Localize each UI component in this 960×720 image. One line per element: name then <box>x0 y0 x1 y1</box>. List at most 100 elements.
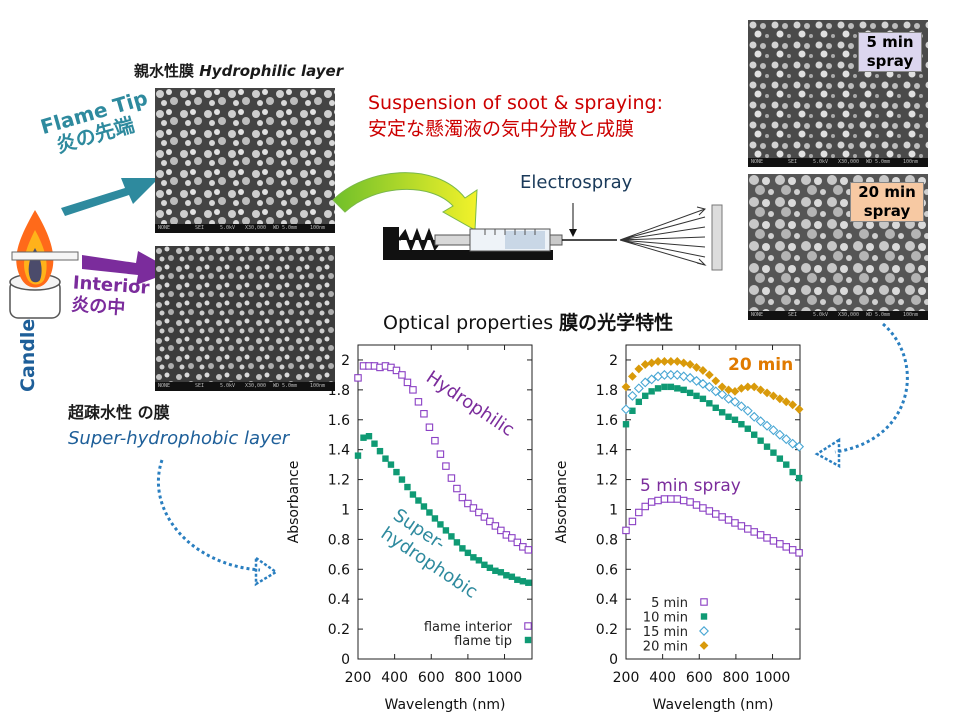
syringe-tip <box>549 234 563 246</box>
dotted-arrow-right <box>814 322 909 469</box>
sem-scale-bar: NONE SEI 5.0kV X30,000 WD 5.0mm 100nm <box>155 382 335 391</box>
superhydrophobic-jp: 超疎水性 の膜 <box>68 403 170 422</box>
data-point <box>621 382 631 392</box>
y-tick-label: 1 <box>341 502 350 518</box>
data-point <box>680 386 687 394</box>
data-point <box>647 358 657 368</box>
data-point <box>763 443 771 450</box>
data-point <box>674 385 681 392</box>
legend-label: 10 min <box>643 611 688 626</box>
sem-image-hydrophilic: NONE SEI 5.0kV X30,000 WD 5.0mm 100nm <box>155 88 335 233</box>
flame-tip-label: Flame Tip 炎の先端 <box>38 86 156 160</box>
legend-label: flame tip <box>454 634 512 649</box>
data-point <box>382 455 389 462</box>
data-point <box>633 383 644 394</box>
spray-cone <box>619 206 707 266</box>
y-tick-label: 1.8 <box>596 383 618 399</box>
y-tick-label: 1.4 <box>328 443 350 459</box>
data-point <box>730 386 740 396</box>
tag-5min: 5 min spray <box>858 32 922 72</box>
data-point <box>781 434 792 445</box>
data-point <box>705 507 714 515</box>
data-point <box>628 372 637 381</box>
data-point <box>654 496 662 505</box>
data-point <box>756 531 765 539</box>
tag-20min: 20 min spray <box>850 182 924 222</box>
data-point <box>470 554 477 561</box>
superhydrophobic-en: Super-hydrophobic layer <box>68 428 290 449</box>
data-point <box>519 578 527 585</box>
data-point <box>513 538 522 547</box>
data-point <box>685 372 696 383</box>
hydrophilic-layer-label: 親水性膜 Hydrophilic layer <box>134 60 343 81</box>
glass-plate <box>11 251 79 261</box>
data-point <box>755 416 766 427</box>
data-point <box>742 405 753 416</box>
y-tick-label: 1 <box>609 502 618 518</box>
data-point <box>749 411 760 422</box>
y-tick-label: 0.6 <box>596 562 618 578</box>
x-tick-label: 800 <box>455 670 482 686</box>
data-point <box>667 383 675 391</box>
pump-spring <box>397 227 443 253</box>
data-point <box>628 517 637 526</box>
data-point <box>776 540 784 548</box>
data-point <box>437 521 444 528</box>
data-point <box>736 383 746 393</box>
pump-base <box>383 250 553 260</box>
data-point <box>481 561 488 568</box>
data-point <box>775 394 785 404</box>
data-point <box>442 527 450 534</box>
data-point <box>673 495 682 503</box>
legend-label: 5 min <box>651 596 688 611</box>
sem-image-superhydrophobic: NONE SEI 5.0kV X30,000 WD 5.0mm 100nm <box>155 246 335 391</box>
x-axis-label: Wavelength (nm) <box>653 697 774 713</box>
x-tick-label: 200 <box>613 670 640 686</box>
data-point <box>404 483 411 491</box>
hydrophilic-en: Hydrophilic layer <box>199 62 344 80</box>
data-point <box>699 504 707 512</box>
data-point <box>486 517 494 526</box>
hydrophilic-jp: 親水性膜 <box>134 62 195 80</box>
data-point <box>360 434 367 441</box>
data-point <box>621 404 631 415</box>
candle-label: Candle <box>17 318 39 392</box>
data-point <box>420 410 428 418</box>
data-point <box>795 549 803 557</box>
data-point <box>508 534 516 542</box>
data-point <box>750 528 758 536</box>
data-point <box>431 515 439 522</box>
suspension-jp: 安定な懸濁液の気中分散と成膜 <box>368 118 635 140</box>
sem-scale-bar: NONE SEI 5.0kV X30,000 WD 5.0mm 100nm <box>748 158 928 167</box>
y-tick-label: 0 <box>341 652 350 668</box>
data-point <box>794 404 804 414</box>
plot-frame <box>625 344 801 660</box>
flame-tip-arrow <box>61 178 159 216</box>
data-point <box>710 386 721 397</box>
interior-arrow <box>82 251 174 285</box>
data-point <box>431 436 439 445</box>
data-point <box>672 357 682 366</box>
data-point <box>642 392 649 400</box>
data-point <box>442 462 450 470</box>
data-point <box>691 375 702 386</box>
data-point <box>627 390 638 401</box>
data-point <box>622 526 630 535</box>
data-point <box>447 474 456 482</box>
x-tick-label: 800 <box>723 670 750 686</box>
legend-label: 15 min <box>643 625 688 640</box>
data-point <box>724 516 733 524</box>
data-point <box>393 468 400 476</box>
data-point <box>629 407 636 414</box>
data-point <box>392 366 401 375</box>
data-point <box>436 450 445 458</box>
y-tick-label: 0 <box>609 652 618 668</box>
y-tick-label: 1.8 <box>328 383 350 399</box>
data-point <box>492 567 499 574</box>
data-point <box>692 501 701 509</box>
data-point <box>788 546 797 554</box>
data-point <box>795 474 803 482</box>
y-tick-label: 0.4 <box>596 592 618 608</box>
data-point <box>486 564 494 571</box>
data-point <box>525 579 532 586</box>
